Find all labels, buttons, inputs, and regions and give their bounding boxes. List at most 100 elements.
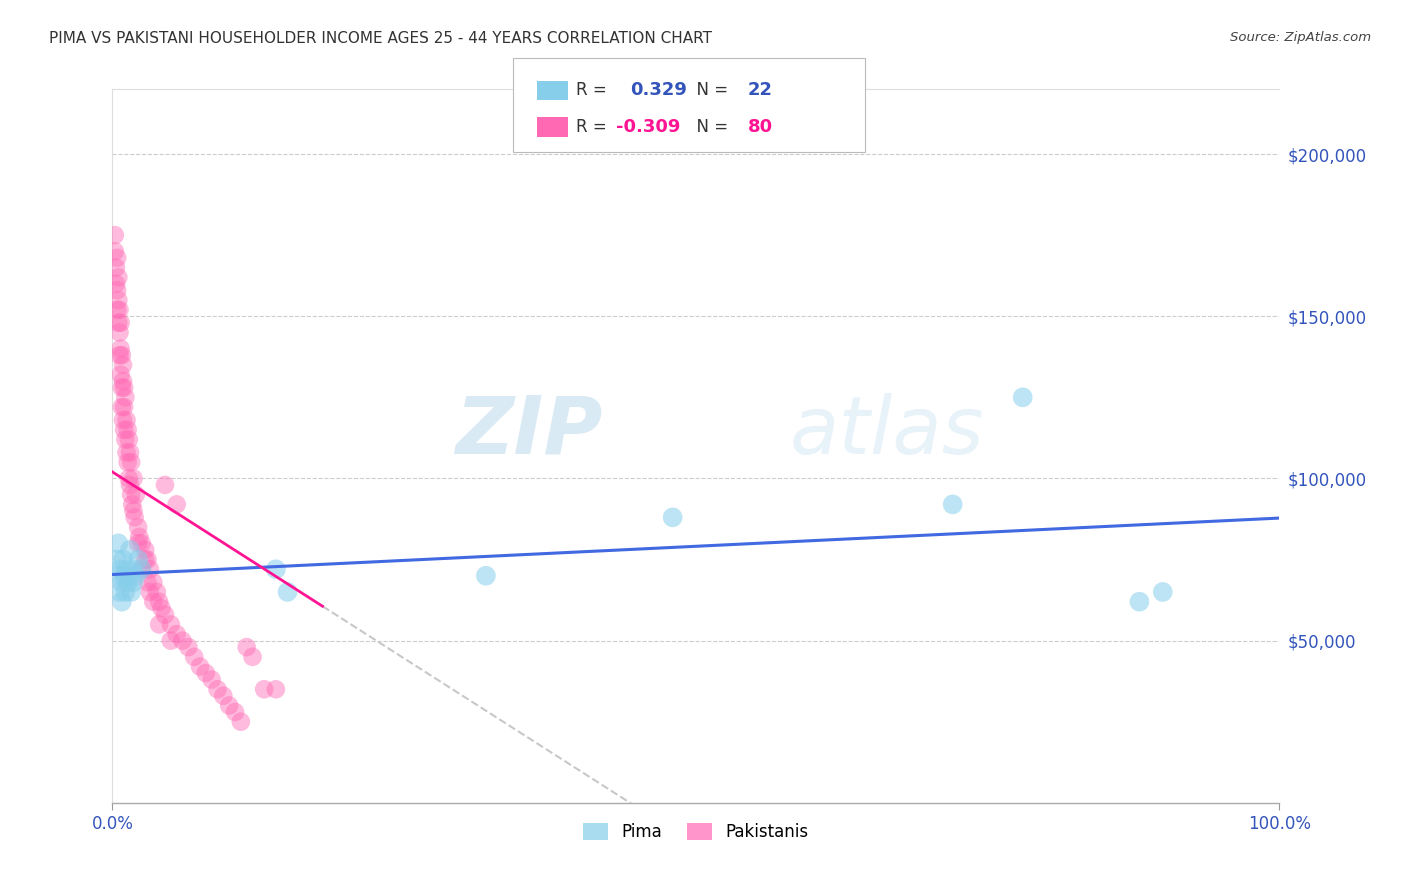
Point — [104, 228, 127, 243]
Point — [153, 607, 176, 622]
Point — [118, 445, 141, 459]
Point — [150, 601, 173, 615]
Text: R =: R = — [576, 81, 617, 99]
Point — [136, 552, 159, 566]
Text: N =: N = — [686, 118, 734, 136]
Point — [194, 666, 217, 681]
Point — [122, 471, 145, 485]
Point — [121, 562, 143, 576]
Point — [134, 542, 156, 557]
Text: atlas: atlas — [789, 392, 984, 471]
Point — [111, 358, 134, 372]
Point — [264, 562, 287, 576]
Point — [120, 455, 142, 469]
Point — [125, 488, 148, 502]
Point — [475, 568, 498, 582]
Point — [118, 433, 141, 447]
Point — [125, 568, 148, 582]
Point — [127, 552, 149, 566]
Point — [166, 627, 188, 641]
Point — [111, 400, 134, 414]
Point — [118, 471, 141, 485]
Point — [117, 455, 139, 469]
Legend: Pima, Pakistanis: Pima, Pakistanis — [576, 816, 815, 848]
Text: R =: R = — [576, 118, 613, 136]
Point — [114, 390, 136, 404]
Point — [112, 381, 135, 395]
Point — [105, 552, 128, 566]
Point — [139, 562, 162, 576]
Point — [224, 705, 246, 719]
Point — [942, 497, 965, 511]
Point — [207, 682, 229, 697]
Point — [229, 714, 252, 729]
Point — [107, 536, 129, 550]
Point — [160, 633, 183, 648]
Point — [115, 445, 138, 459]
Point — [201, 673, 224, 687]
Point — [153, 478, 176, 492]
Point — [112, 568, 135, 582]
Point — [661, 510, 683, 524]
Text: -0.309: -0.309 — [616, 118, 681, 136]
Point — [111, 552, 134, 566]
Point — [134, 552, 156, 566]
Point — [183, 649, 205, 664]
Point — [104, 260, 127, 275]
Point — [117, 423, 139, 437]
Point — [121, 497, 143, 511]
Point — [177, 640, 200, 654]
Point — [166, 497, 188, 511]
Point — [118, 542, 141, 557]
Point — [188, 659, 211, 673]
Point — [105, 251, 128, 265]
Point — [1128, 595, 1150, 609]
Point — [142, 575, 165, 590]
Point — [148, 595, 170, 609]
Point — [118, 568, 141, 582]
Point — [104, 277, 127, 291]
Text: 80: 80 — [748, 118, 773, 136]
Point — [1011, 390, 1033, 404]
Point — [111, 348, 134, 362]
Point — [108, 302, 131, 317]
Text: PIMA VS PAKISTANI HOUSEHOLDER INCOME AGES 25 - 44 YEARS CORRELATION CHART: PIMA VS PAKISTANI HOUSEHOLDER INCOME AGE… — [49, 31, 713, 46]
Point — [111, 381, 134, 395]
Point — [110, 562, 132, 576]
Point — [115, 413, 138, 427]
Point — [124, 510, 146, 524]
Point — [108, 348, 131, 362]
Point — [160, 617, 183, 632]
Point — [107, 270, 129, 285]
Point — [1152, 585, 1174, 599]
Point — [114, 585, 136, 599]
Point — [122, 575, 145, 590]
Point — [218, 698, 240, 713]
Point — [108, 568, 131, 582]
Point — [105, 302, 128, 317]
Text: ZIP: ZIP — [456, 392, 603, 471]
Text: 22: 22 — [748, 81, 773, 99]
Point — [172, 633, 194, 648]
Point — [108, 326, 131, 340]
Point — [112, 423, 135, 437]
Point — [112, 400, 135, 414]
Point — [131, 562, 153, 576]
Point — [114, 433, 136, 447]
Point — [127, 536, 149, 550]
Point — [139, 585, 162, 599]
Point — [115, 562, 138, 576]
Point — [127, 520, 149, 534]
Point — [117, 575, 139, 590]
Point — [110, 368, 132, 382]
Point — [111, 595, 134, 609]
Point — [128, 530, 150, 544]
Point — [142, 595, 165, 609]
Point — [253, 682, 276, 697]
Point — [111, 374, 134, 388]
Point — [104, 244, 127, 259]
Point — [276, 585, 298, 599]
Point — [242, 649, 264, 664]
Point — [111, 413, 134, 427]
Point — [107, 316, 129, 330]
